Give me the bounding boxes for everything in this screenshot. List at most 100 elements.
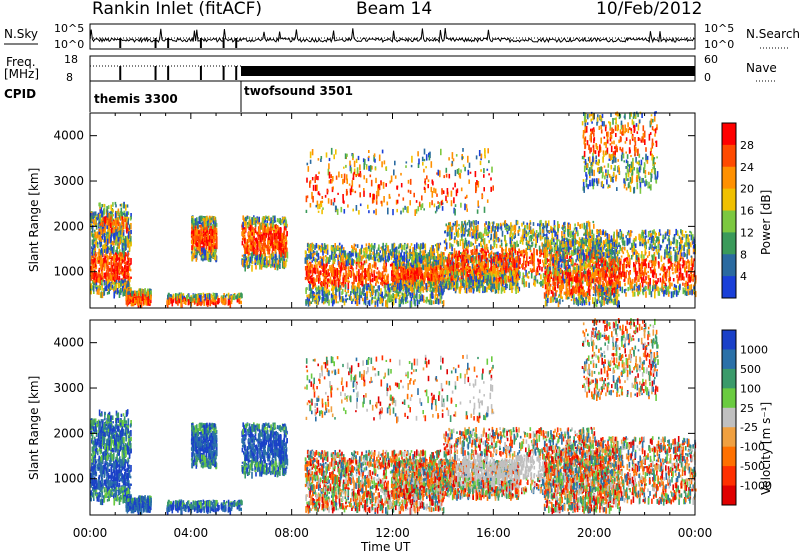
heatmap-cell [213, 239, 215, 245]
heatmap-cell [204, 218, 206, 224]
heatmap-cell [332, 301, 334, 307]
heatmap-cell [93, 282, 95, 285]
heatmap-cell [96, 283, 98, 286]
heatmap-cell [193, 223, 195, 229]
heatmap-cell [204, 223, 206, 227]
heatmap-cell [209, 246, 211, 250]
heatmap-cell [170, 298, 172, 304]
heatmap-cell [245, 248, 247, 254]
heatmap-cell [364, 276, 366, 280]
heatmap-cell [113, 282, 115, 285]
heatmap-cell [104, 286, 106, 291]
heatmap-cell [110, 259, 112, 265]
heatmap-cell [337, 301, 339, 303]
heatmap-cell [127, 243, 129, 248]
heatmap-cell [366, 291, 368, 296]
heatmap-cell [203, 293, 205, 296]
heatmap-cell [312, 270, 314, 277]
heatmap-cell [308, 294, 310, 299]
heatmap-cell [328, 289, 330, 291]
heatmap-cell [460, 286, 462, 292]
heatmap-cell [228, 293, 230, 299]
heatmap-cell [307, 248, 309, 251]
heatmap-cell [281, 233, 283, 239]
heatmap-cell [142, 294, 144, 300]
heatmap-cell [250, 225, 252, 232]
nsearch-tick-bottom: 10^0 [704, 38, 734, 51]
date-title: 10/Feb/2012 [596, 0, 702, 19]
heatmap-cell [95, 273, 97, 277]
heatmap-cell [375, 278, 377, 283]
heatmap-cell [97, 242, 99, 244]
beam-title: Beam 14 [356, 0, 432, 19]
nsky-tick-top: 10^5 [54, 22, 84, 35]
heatmap-cell [193, 229, 195, 233]
heatmap-cell [126, 266, 128, 271]
heatmap-cell [370, 292, 372, 297]
heatmap-cell [281, 243, 283, 245]
heatmap-cell [335, 299, 337, 303]
heatmap-cell [127, 255, 129, 260]
heatmap-cell [325, 265, 327, 268]
heatmap-cell [177, 300, 179, 306]
heatmap-cell [406, 247, 408, 249]
heatmap-cell [109, 282, 111, 287]
heatmap-cell [380, 273, 382, 277]
heatmap-cell [114, 286, 116, 290]
heatmap-cell [244, 227, 246, 229]
heatmap-cell [191, 256, 193, 262]
heatmap-cell [253, 217, 255, 222]
heatmap-cell [316, 251, 318, 254]
heatmap-cell [130, 289, 132, 292]
heatmap-cell [404, 252, 406, 257]
heatmap-cell [354, 244, 356, 251]
heatmap-cell [369, 263, 371, 269]
heatmap-cell [93, 219, 95, 224]
heatmap-cell [115, 239, 117, 245]
heatmap-cell [405, 284, 407, 290]
heatmap-cell [207, 241, 209, 246]
heatmap-cell [199, 225, 201, 227]
heatmap-cell [203, 299, 205, 303]
heatmap-cell [181, 299, 183, 304]
heatmap-cell [96, 217, 98, 219]
heatmap-cell [280, 251, 282, 258]
heatmap-cell [506, 284, 508, 286]
heatmap-cell [122, 248, 124, 251]
heatmap-cell [276, 236, 278, 242]
heatmap-cell [382, 246, 384, 249]
heatmap-cell [368, 284, 370, 287]
heatmap-cell [277, 264, 279, 270]
heatmap-cell [410, 246, 412, 249]
heatmap-cell [228, 301, 230, 305]
heatmap-cell [191, 251, 193, 253]
heatmap-cell [404, 280, 406, 283]
heatmap-cell [308, 274, 310, 281]
heatmap-cell [394, 243, 396, 248]
heatmap-cell [431, 292, 433, 298]
heatmap-cell [372, 274, 374, 278]
heatmap-cell [340, 299, 342, 302]
heatmap-cell [247, 265, 249, 268]
heatmap-cell [333, 254, 335, 260]
heatmap-cell [107, 239, 109, 245]
heatmap-cell [186, 296, 188, 300]
heatmap-cell [372, 291, 374, 295]
heatmap-cell [333, 292, 335, 295]
heatmap-cell [468, 285, 470, 287]
heatmap-cell [114, 292, 116, 296]
heatmap-cell [306, 257, 308, 260]
heatmap-cell [99, 216, 101, 222]
heatmap-cell [284, 223, 286, 226]
heatmap-cell [333, 247, 335, 250]
heatmap-cell [345, 295, 347, 298]
heatmap-cell [308, 281, 310, 283]
heatmap-cell [112, 247, 114, 254]
heatmap-cell [253, 250, 255, 254]
heatmap-cell [130, 258, 132, 265]
heatmap-cell [248, 247, 250, 252]
heatmap-cell [398, 292, 400, 297]
heatmap-cell [314, 282, 316, 285]
heatmap-cell [93, 212, 95, 219]
heatmap-cell [195, 221, 197, 225]
